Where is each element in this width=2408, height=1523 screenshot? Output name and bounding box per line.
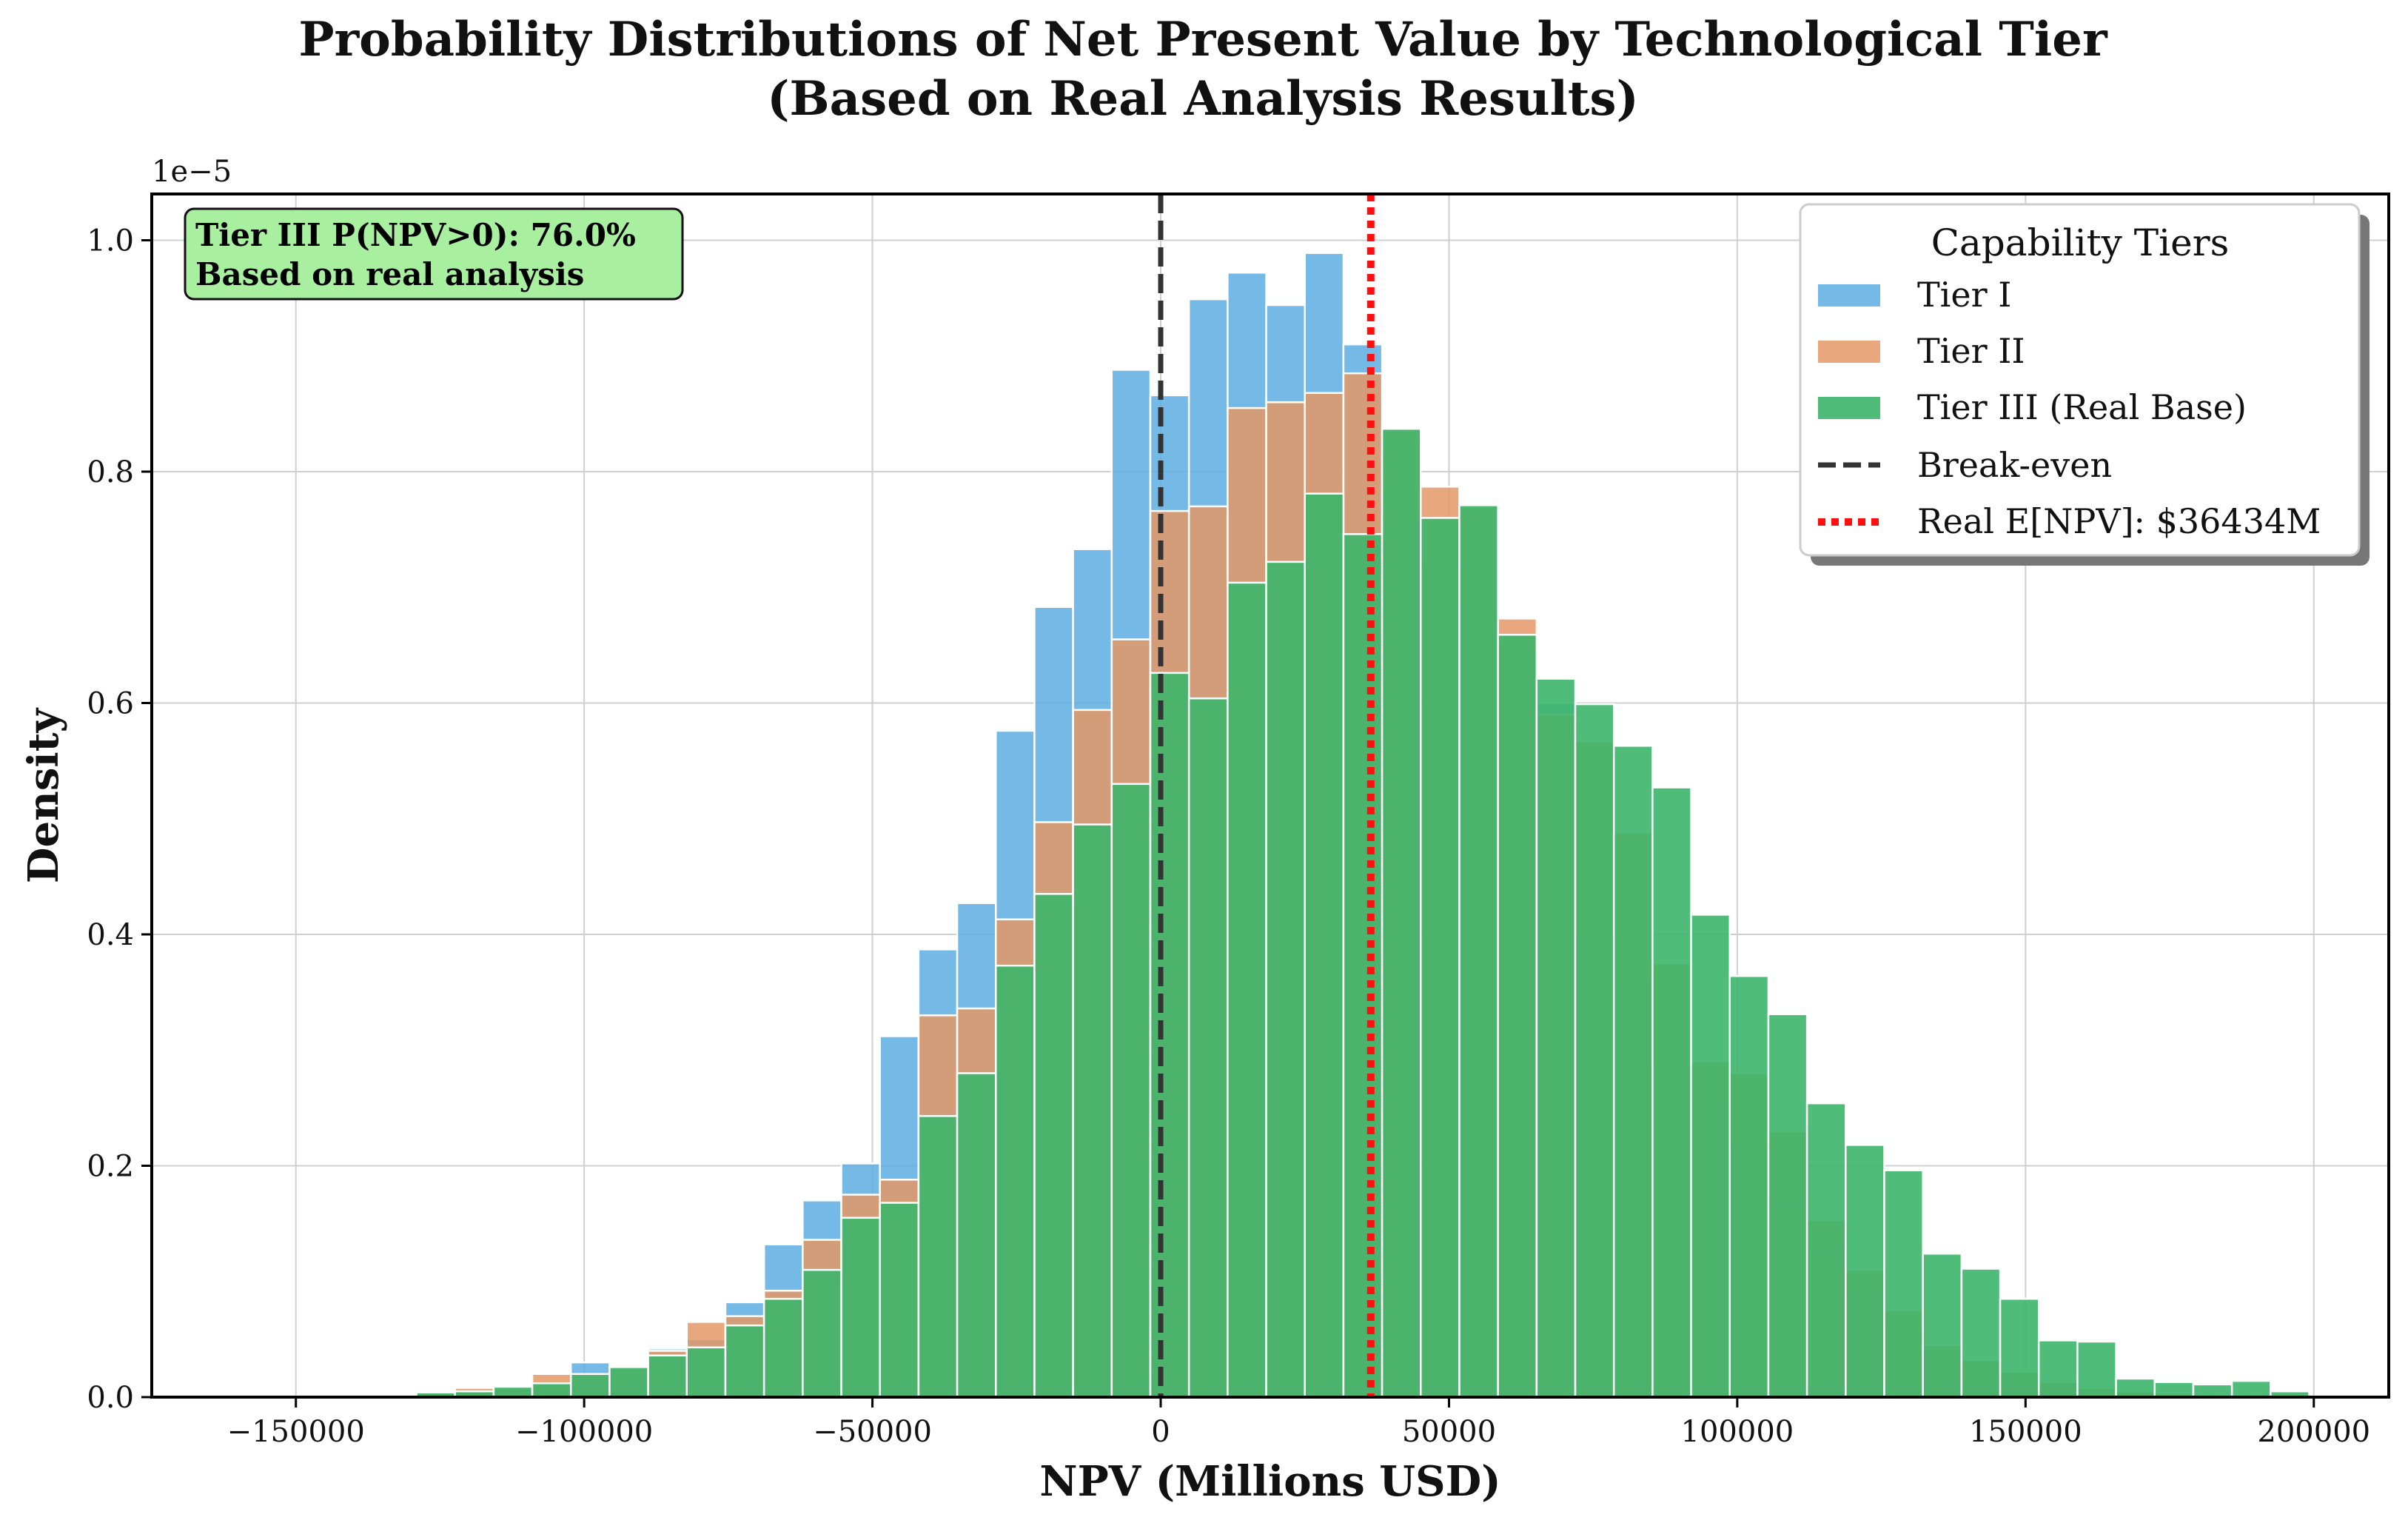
y-tick-label-3: 0.6 [87, 687, 134, 721]
x-tick-label-0: −150000 [227, 1415, 365, 1449]
bar-tier-3-41 [1922, 1253, 1963, 1399]
bar-tier-3-37 [1767, 1013, 1808, 1399]
chart-title: Probability Distributions of Net Present… [298, 12, 2108, 67]
y-axis-ticks: 0.0 0.2 0.4 0.6 0.8 1.0 [87, 224, 152, 1415]
bar-tier-3-15 [917, 1115, 959, 1399]
legend-frame [1799, 203, 2361, 557]
bar-tier-3-33 [1612, 745, 1654, 1399]
legend-label-expected-npv: Real E[NPV]: $36434M [1917, 501, 2321, 541]
bar-tier-3-17 [995, 964, 1036, 1399]
bar-tier-3-45 [2076, 1340, 2117, 1399]
x-axis-ticks: −150000 −100000 −50000 0 50000 100000 150000 20… [227, 1397, 2370, 1449]
bar-tier-3-39 [1845, 1144, 1885, 1399]
chart-subtitle: (Based on Real Analysis Results) [767, 71, 1639, 127]
bar-tier-3-13 [840, 1216, 881, 1399]
annotation-line-2: Based on real analysis [195, 256, 584, 292]
series-tier-3 [338, 427, 2310, 1399]
annotation-background [184, 207, 684, 301]
x-tick-label-4: 50000 [1402, 1415, 1496, 1449]
x-tick-label-3: 0 [1151, 1415, 1170, 1449]
annotation-box: Tier III P(NPV>0): 76.0% Based on real a… [184, 207, 684, 301]
y-tick-label-1: 0.2 [87, 1150, 134, 1184]
y-axis-label: Density [19, 707, 68, 883]
bar-tier-3-30 [1497, 634, 1538, 1399]
x-tick-label-7: 200000 [2257, 1415, 2370, 1449]
bar-tier-3-5 [531, 1382, 572, 1399]
bar-tier-3-6 [569, 1373, 611, 1399]
bar-tier-3-20 [1110, 783, 1152, 1399]
plot-frame [150, 193, 2390, 1399]
bar-tier-3-26 [1342, 533, 1384, 1399]
bar-tier-3-27 [1381, 427, 1422, 1399]
bar-tier-3-31 [1535, 677, 1577, 1399]
legend: Capability Tiers Tier I Tier II Tier III… [1799, 203, 2370, 566]
bar-tier-3-25 [1304, 492, 1345, 1399]
bar-tier-3-8 [647, 1354, 688, 1399]
bar-tier-3-38 [1805, 1102, 1847, 1399]
bar-tier-3-9 [685, 1346, 727, 1399]
bar-tier-3-34 [1651, 786, 1692, 1399]
y-scale-label: 1e−5 [152, 155, 232, 189]
bar-tier-3-47 [2153, 1381, 2195, 1399]
x-tick-label-2: −50000 [813, 1415, 932, 1449]
x-tick-label-5: 100000 [1681, 1415, 1794, 1449]
x-tick-label-6: 150000 [1969, 1415, 2082, 1449]
y-tick-label-2: 0.4 [87, 918, 134, 952]
bar-tier-3-19 [1072, 823, 1113, 1399]
reference-lines [1158, 194, 1375, 1397]
bar-tier-3-48 [2192, 1383, 2233, 1399]
bar-tier-3-40 [1883, 1169, 1924, 1399]
bar-tier-3-16 [956, 1072, 997, 1399]
bar-tier-3-46 [2115, 1377, 2156, 1399]
legend-swatch-tier-1 [1818, 284, 1880, 307]
bar-tier-3-28 [1420, 517, 1460, 1399]
y-tick-label-4: 0.8 [87, 455, 134, 489]
bar-tier-3-43 [1999, 1297, 2040, 1399]
annotation-line-1: Tier III P(NPV>0): 76.0% [195, 217, 636, 253]
bar-tier-3-14 [879, 1202, 920, 1399]
bar-tier-3-42 [1960, 1268, 2002, 1399]
bar-tier-3-10 [724, 1324, 765, 1399]
bar-tier-3-44 [2037, 1339, 2079, 1399]
bar-tier-3-22 [1187, 697, 1229, 1399]
legend-label-break-even: Break-even [1917, 445, 2112, 485]
x-axis-label: NPV (Millions USD) [1039, 1457, 1500, 1506]
bar-tier-3-24 [1265, 560, 1306, 1399]
x-tick-label-1: −100000 [515, 1415, 653, 1449]
y-tick-label-0: 0.0 [87, 1381, 134, 1415]
bar-tier-3-12 [802, 1268, 842, 1399]
bar-tier-3-18 [1033, 893, 1074, 1399]
legend-title: Capability Tiers [1931, 221, 2230, 264]
legend-label-tier-1: Tier I [1917, 275, 2011, 315]
legend-swatch-tier-3 [1818, 397, 1880, 419]
bar-tier-3-35 [1690, 914, 1731, 1399]
legend-label-tier-3: Tier III (Real Base) [1917, 387, 2247, 427]
y-tick-label-5: 1.0 [87, 224, 134, 258]
bar-tier-3-36 [1728, 975, 1770, 1399]
legend-swatch-tier-2 [1818, 341, 1880, 363]
bar-tier-3-21 [1149, 672, 1190, 1399]
bar-tier-3-32 [1574, 703, 1615, 1399]
bar-tier-3-4 [492, 1385, 534, 1399]
bar-tier-3-29 [1458, 504, 1499, 1399]
bar-tier-3-11 [762, 1297, 804, 1399]
bar-tier-3-7 [608, 1366, 649, 1399]
bar-tier-3-49 [2230, 1379, 2272, 1399]
bar-tier-3-23 [1227, 581, 1267, 1399]
legend-label-tier-2: Tier II [1917, 331, 2025, 371]
